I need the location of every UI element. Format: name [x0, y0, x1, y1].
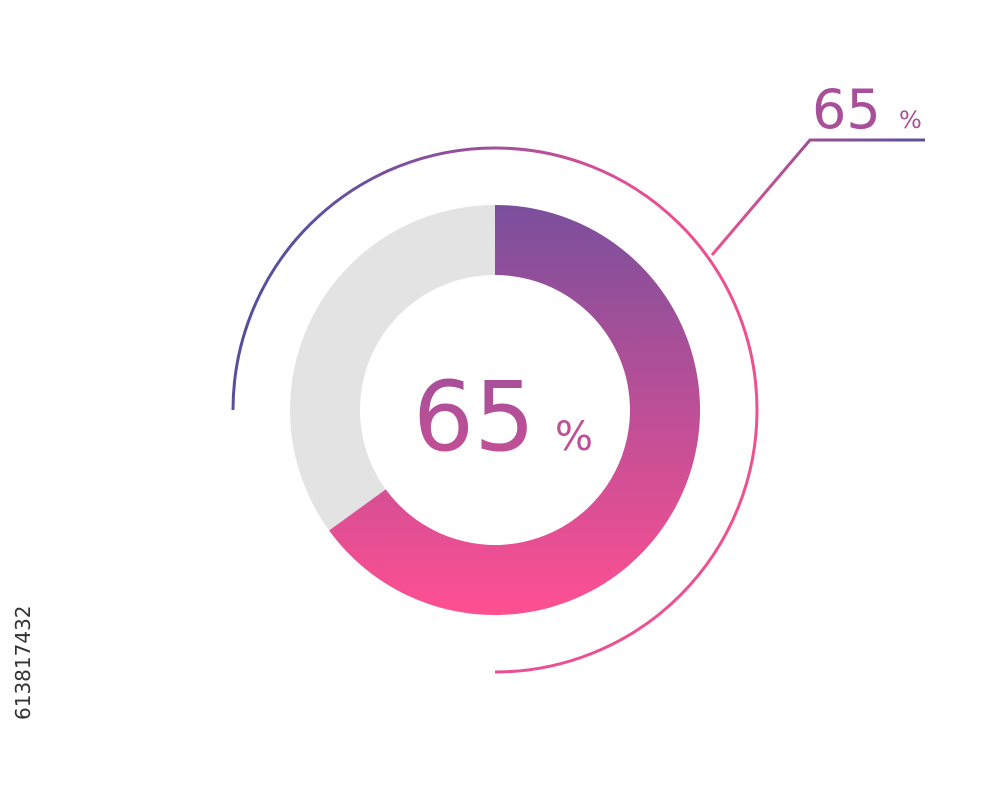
callout-unit: % — [899, 106, 922, 134]
callout-value: 65 — [812, 78, 881, 141]
center-unit: % — [555, 414, 593, 460]
callout-line — [710, 138, 925, 256]
outer-arc — [231, 146, 759, 674]
donut-segment — [329, 205, 700, 616]
center-value: 65 — [413, 361, 535, 473]
donut — [290, 205, 700, 616]
watermark: 613817432 — [11, 605, 35, 720]
